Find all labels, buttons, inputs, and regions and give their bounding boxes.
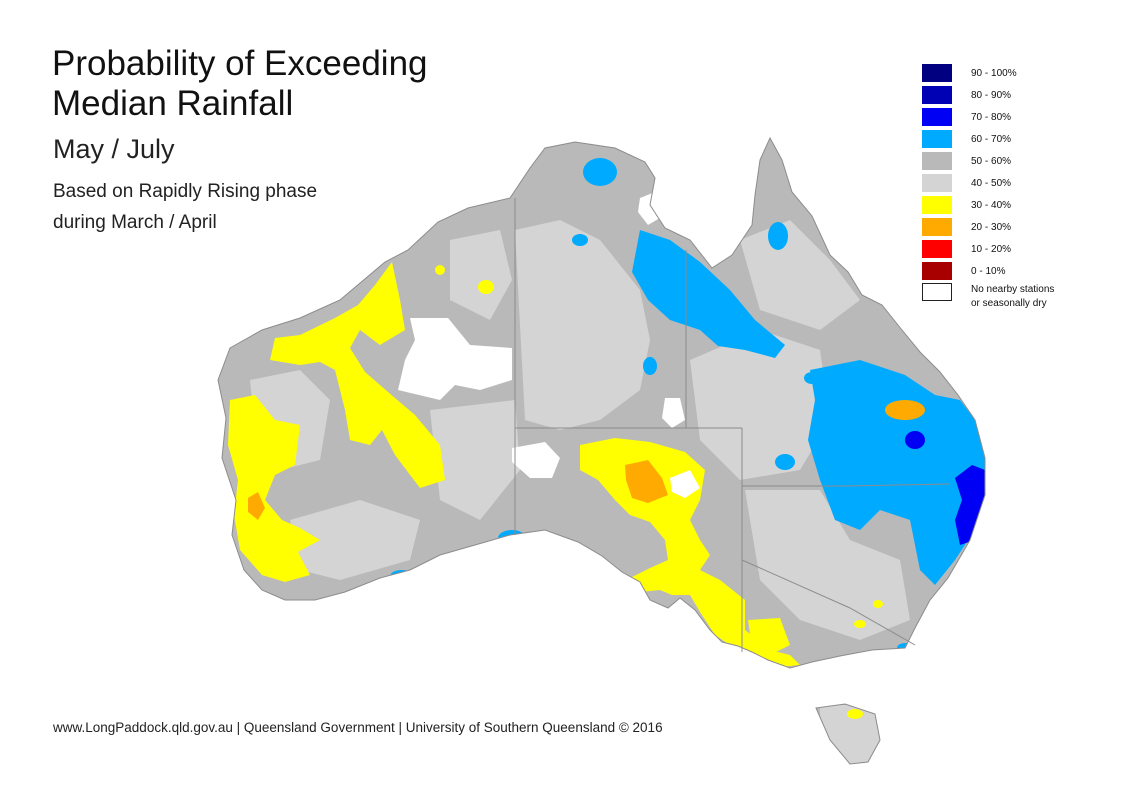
legend-swatch (922, 86, 952, 104)
legend-label: 80 - 90% (971, 89, 1012, 101)
legend-swatch-no-data (922, 283, 952, 301)
legend-item: 20 - 30% (922, 216, 1054, 238)
subtitle-line-2: during March / April (53, 212, 217, 233)
legend-label: 0 - 10% (971, 265, 1006, 277)
legend-item: 80 - 90% (922, 84, 1054, 106)
legend-item: 10 - 20% (922, 238, 1054, 260)
legend-item: 0 - 10% (922, 260, 1054, 282)
legend-label: 60 - 70% (971, 133, 1012, 145)
legend-item-no-data: No nearby stations or seasonally dry (922, 283, 1054, 311)
legend-label: 50 - 60% (971, 155, 1012, 167)
legend-item: 30 - 40% (922, 194, 1054, 216)
legend-swatch (922, 174, 952, 192)
legend-label: 70 - 80% (971, 111, 1012, 123)
subtitle: Based on Rapidly Rising phase during Mar… (53, 176, 317, 238)
legend-swatch (922, 196, 952, 214)
footer-credits: www.LongPaddock.qld.gov.au | Queensland … (53, 720, 663, 735)
legend-swatch (922, 262, 952, 280)
legend-label: 90 - 100% (971, 67, 1017, 79)
legend-note-line-1: No nearby stations (971, 284, 1055, 295)
period-label: May / July (53, 134, 175, 164)
legend-label-no-data: No nearby stations or seasonally dry (971, 283, 1054, 311)
nsw-vic-border (741, 559, 916, 646)
map-legend: 90 - 100% 80 - 90% 70 - 80% 60 - 70% 50 - 60… (922, 62, 1054, 311)
subtitle-line-1: Based on Rapidly Rising phase (53, 181, 318, 202)
title-line-2: Median Rainfall (52, 84, 294, 123)
legend-swatch (922, 240, 952, 258)
legend-label: 20 - 30% (971, 221, 1012, 233)
legend-note-line-2: or seasonally dry (971, 298, 1047, 309)
legend-item: 50 - 60% (922, 150, 1054, 172)
qld-nsw-border (742, 483, 951, 487)
legend-label: 30 - 40% (971, 199, 1012, 211)
legend-swatch (922, 108, 952, 126)
title-line-1: Probability of Exceeding (52, 44, 428, 83)
legend-item: 40 - 50% (922, 172, 1054, 194)
legend-swatch (922, 152, 952, 170)
legend-item: 90 - 100% (922, 62, 1054, 84)
legend-swatch (922, 218, 952, 236)
legend-swatch (922, 130, 952, 148)
legend-label: 10 - 20% (971, 243, 1012, 255)
legend-label: 40 - 50% (971, 177, 1012, 189)
map-title: Probability of Exceeding Median Rainfall (52, 44, 428, 124)
legend-item: 70 - 80% (922, 106, 1054, 128)
legend-swatch (922, 64, 952, 82)
legend-item: 60 - 70% (922, 128, 1054, 150)
